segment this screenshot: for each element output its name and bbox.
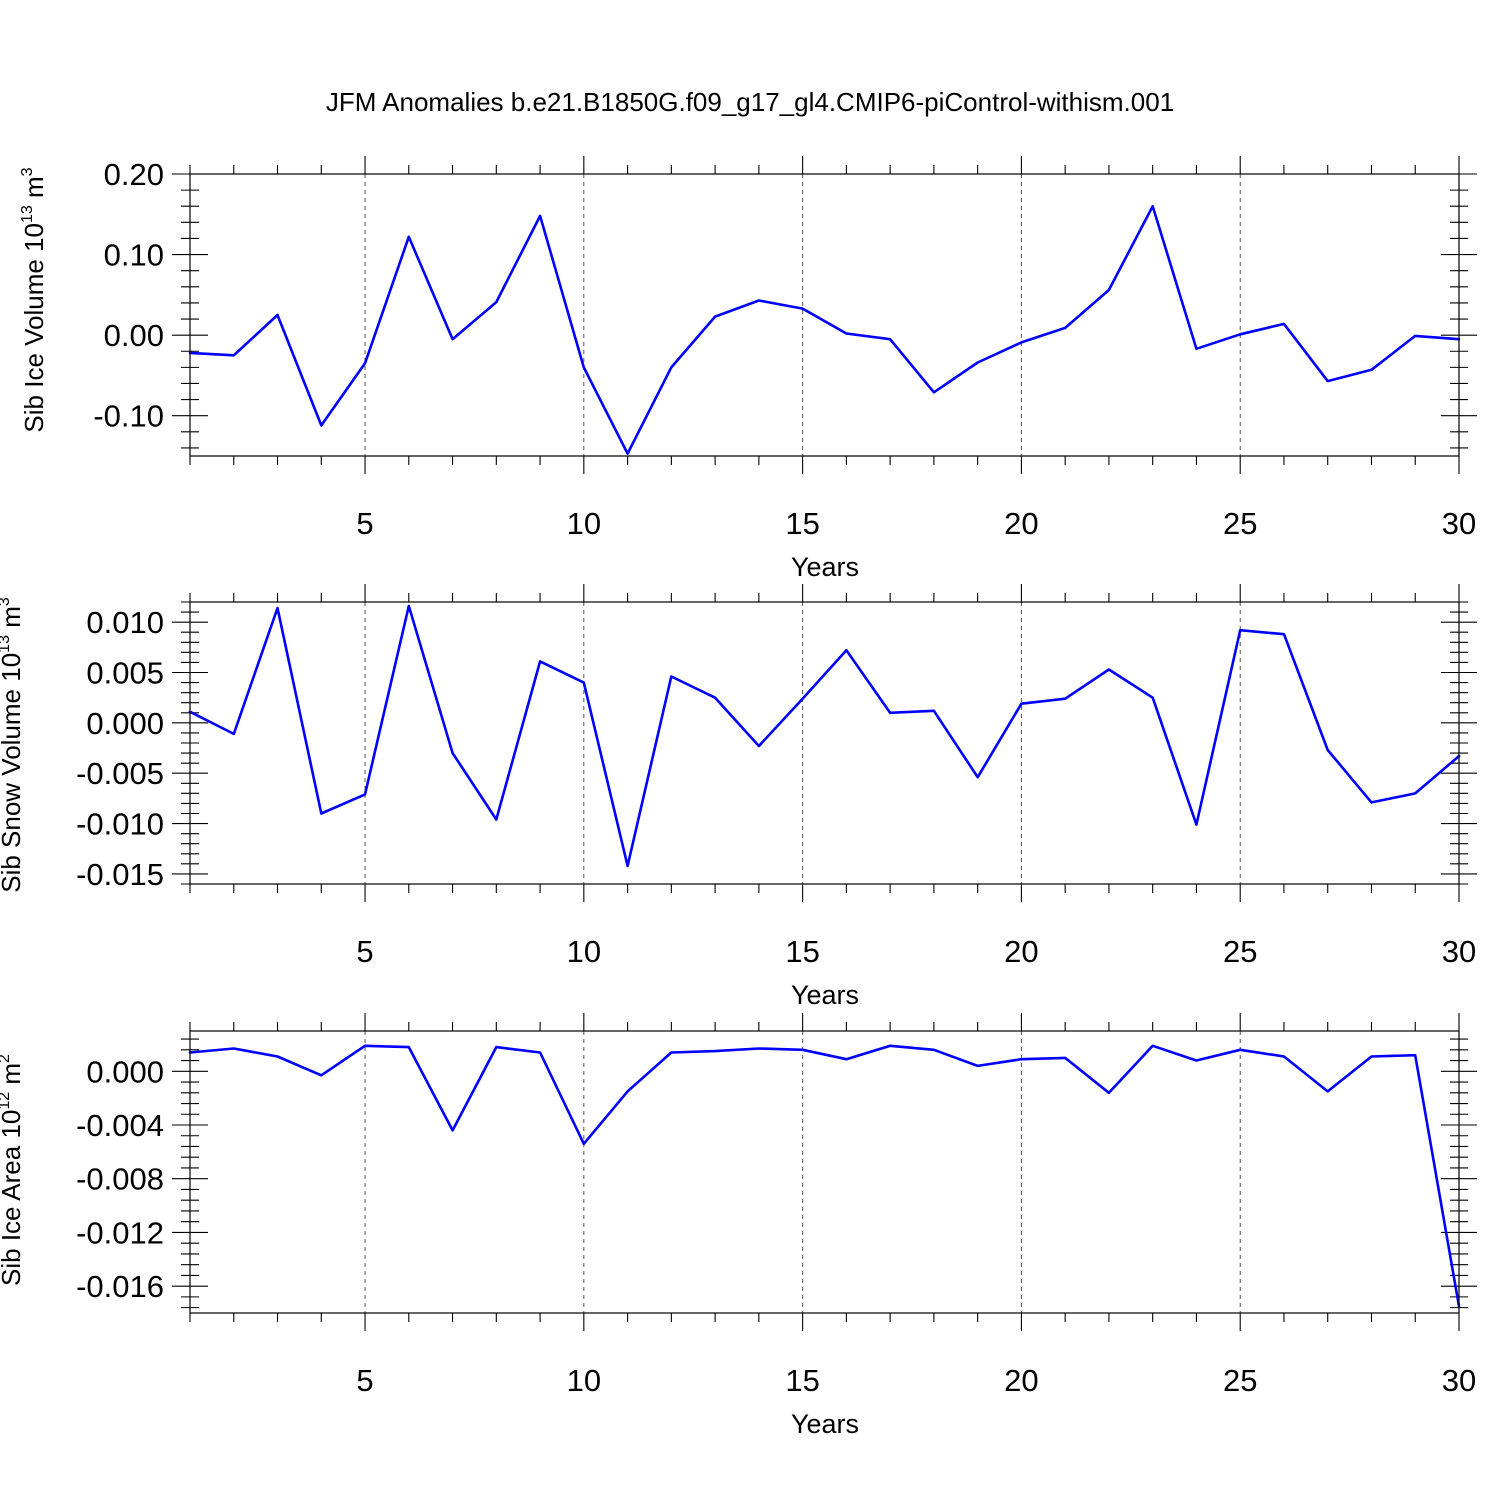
x-tick-label: 5 xyxy=(356,934,373,969)
x-tick-label: 20 xyxy=(1004,1363,1038,1398)
y-tick-label: 0.20 xyxy=(104,157,164,192)
y-tick-label: -0.010 xyxy=(76,807,164,842)
y-tick-label: 0.010 xyxy=(86,605,164,640)
y-tick-label: 0.000 xyxy=(86,706,164,741)
plot-frame xyxy=(189,601,1460,885)
x-axis-label: Years xyxy=(791,980,859,1010)
y-tick-label: 0.00 xyxy=(104,318,164,353)
panel-2: -0.015 -0.010 -0.005 0.000 0.005 0.010 5 10 15 20… xyxy=(0,584,1477,1010)
x-tick-label: 25 xyxy=(1223,934,1257,969)
x-tick-label: 20 xyxy=(1004,506,1038,541)
y-tick-label: -0.012 xyxy=(76,1215,164,1250)
x-tick-label: 10 xyxy=(567,1363,601,1398)
y-tick-label: -0.10 xyxy=(93,399,164,434)
x-tick-label: 15 xyxy=(785,934,819,969)
series-line xyxy=(188,604,1461,868)
x-tick-label: 30 xyxy=(1442,506,1476,541)
x-tick-label: 20 xyxy=(1004,934,1038,969)
x-tick-label: 25 xyxy=(1223,1363,1257,1398)
x-tick-label: 30 xyxy=(1442,934,1476,969)
plot-frame xyxy=(189,173,1460,457)
y-tick-label: 0.005 xyxy=(86,656,164,691)
y-axis-label: Sib Ice Volume 1013 m3 xyxy=(19,167,49,432)
y-tick-label: -0.016 xyxy=(76,1269,164,1304)
plot-frame xyxy=(189,1030,1460,1314)
y-tick-label: -0.008 xyxy=(76,1162,164,1197)
chart-title: JFM Anomalies b.e21.B1850G.f09_g17_gl4.C… xyxy=(326,87,1174,117)
y-tick-label: -0.005 xyxy=(76,756,164,791)
series-line xyxy=(188,204,1461,455)
panel-3: -0.016 -0.012 -0.008 -0.004 0.000 5 10 15 20 25 30… xyxy=(0,1013,1477,1439)
x-tick-label: 15 xyxy=(785,1363,819,1398)
x-tick-label: 5 xyxy=(356,506,373,541)
panel-1: -0.10 0.00 0.10 0.20 5 10 15 20 25 30 Years Sib Ice… xyxy=(19,156,1477,582)
y-axis-label: Sib Snow Volume 1013 m3 xyxy=(0,597,26,893)
x-tick-label: 30 xyxy=(1442,1363,1476,1398)
x-tick-label: 10 xyxy=(567,934,601,969)
series-line xyxy=(188,1044,1461,1308)
x-axis-label: Years xyxy=(791,1409,859,1439)
y-tick-label: -0.004 xyxy=(76,1108,164,1143)
y-tick-label: 0.10 xyxy=(104,238,164,273)
y-tick-label: 0.000 xyxy=(86,1054,164,1089)
x-tick-label: 5 xyxy=(356,1363,373,1398)
x-axis-label: Years xyxy=(791,552,859,582)
y-axis-label: Sib Ice Area 1012 m2 xyxy=(0,1054,26,1286)
x-tick-label: 10 xyxy=(567,506,601,541)
y-tick-label: -0.015 xyxy=(76,857,164,892)
x-tick-label: 15 xyxy=(785,506,819,541)
x-tick-label: 25 xyxy=(1223,506,1257,541)
